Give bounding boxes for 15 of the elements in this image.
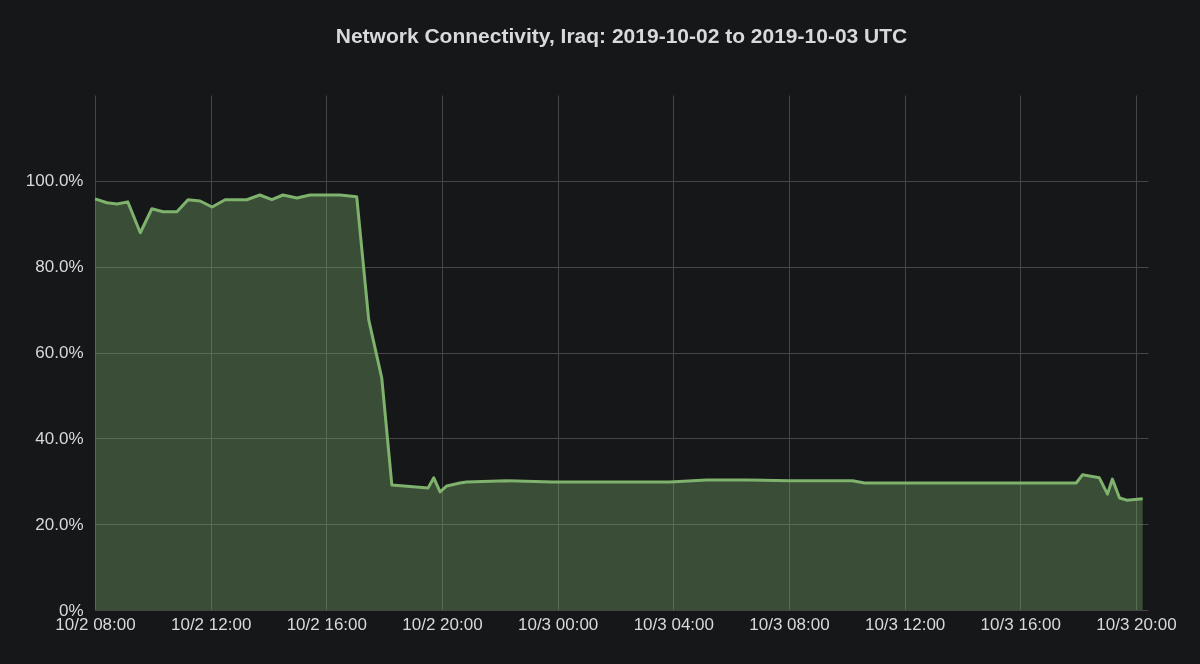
x-tick-label: 10/3 00:00 [517, 614, 599, 634]
x-tick-label: 10/2 20:00 [402, 614, 483, 634]
y-tick-label: 100.0% [25, 171, 84, 191]
x-tick-label: 10/3 08:00 [749, 614, 830, 634]
y-tick-label: 60.0% [35, 343, 84, 362]
y-tick-label: 80.0% [35, 257, 84, 277]
x-tick-label: 10/2 12:00 [170, 614, 252, 634]
x-tick-label: 10/2 16:00 [286, 614, 367, 634]
y-tick-label: 40.0% [35, 428, 84, 448]
x-tick-label: 10/3 12:00 [864, 614, 946, 634]
x-tick-label: 10/3 04:00 [633, 614, 714, 634]
x-tick-label: 10/3 16:00 [980, 614, 1061, 634]
chart-title: Network Connectivity, Iraq: 2019-10-02 to 2019-10-03 UTC [335, 24, 908, 47]
y-tick-label: 20.0% [35, 514, 84, 534]
x-tick-label: 10/3 20:00 [1096, 614, 1177, 634]
